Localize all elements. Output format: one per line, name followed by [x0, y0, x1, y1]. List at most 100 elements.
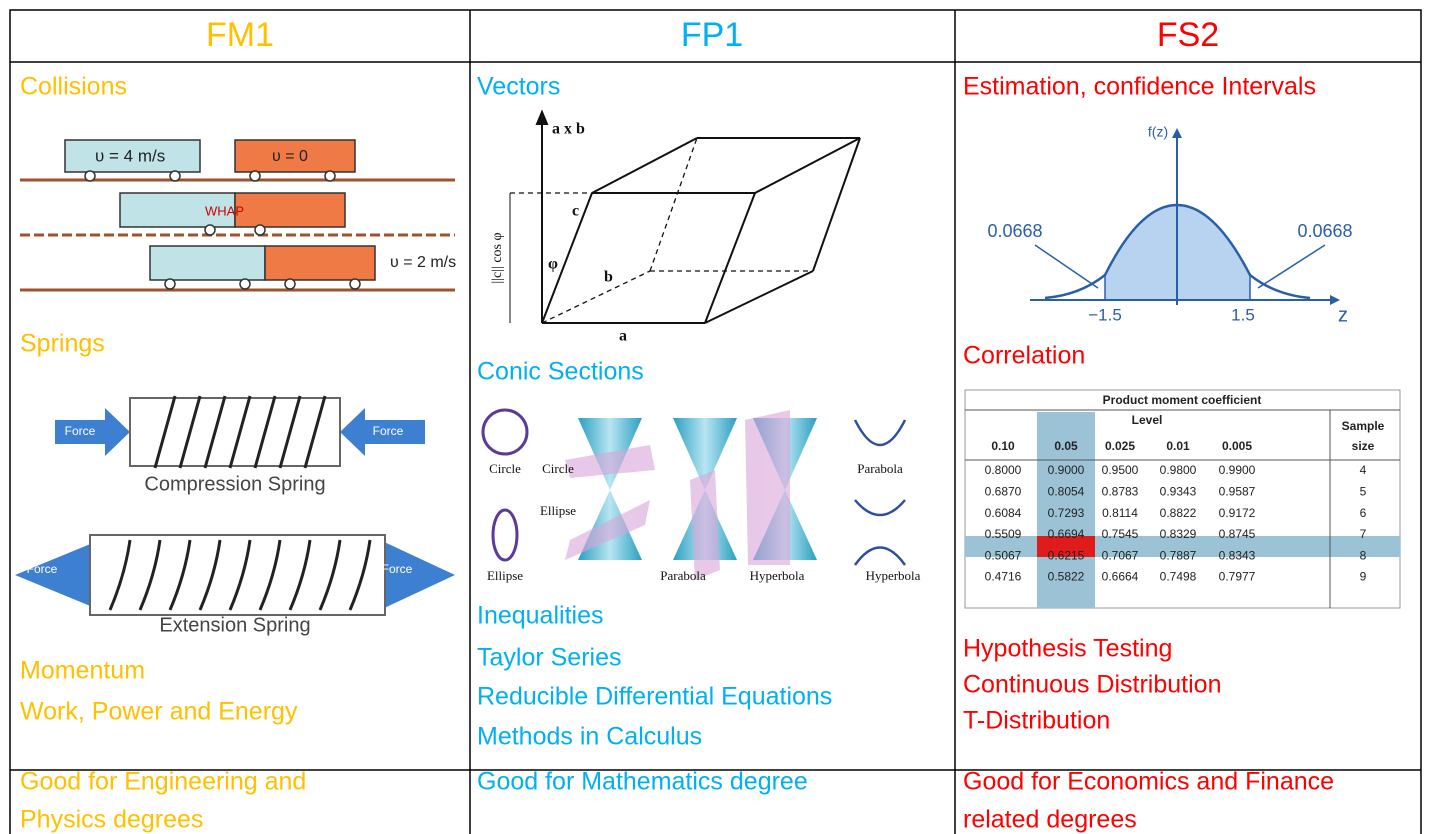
table-cell: 0.8822: [1160, 506, 1197, 520]
force-label: Force: [382, 562, 413, 576]
table-cell: 0.9900: [1219, 463, 1256, 477]
table-header: 0.01: [1166, 439, 1190, 453]
topic: Work, Power and Energy: [20, 698, 298, 726]
topic: T-Distribution: [963, 707, 1110, 735]
table-cell: 4: [1360, 463, 1367, 477]
conic-label: Circle: [542, 461, 574, 476]
table-header: 0.005: [1222, 439, 1252, 453]
normal-curve: [1030, 128, 1340, 305]
conic-illustration: [483, 410, 905, 580]
table-level: Level: [1132, 413, 1163, 427]
column-title: FM1: [206, 16, 274, 54]
table-cell: 8: [1360, 548, 1367, 562]
conic-label: Parabola: [660, 568, 706, 583]
conic-label: Circle: [489, 461, 521, 476]
footer-text: related degrees: [963, 806, 1137, 834]
spring-caption: Compression Spring: [144, 473, 325, 495]
normal-label: f(z): [1148, 124, 1168, 140]
conic-label: Ellipse: [540, 503, 576, 518]
page: FM1 Collisions Springs Momentum Work, Power …: [0, 0, 1431, 834]
collision-label: WHAP: [205, 203, 244, 218]
topic: Momentum: [20, 657, 145, 685]
table-cell: 0.8343: [1219, 548, 1256, 562]
footer-text: Physics degrees: [20, 806, 203, 834]
topic: Estimation, confidence Intervals: [963, 73, 1316, 101]
table-cell: 0.9343: [1160, 484, 1197, 498]
table-title: Product moment coefficient: [1103, 393, 1262, 407]
topic: Collisions: [20, 73, 127, 101]
column-title: FS2: [1157, 16, 1219, 54]
normal-label: 0.0668: [1297, 221, 1352, 241]
table-cell: 0.6870: [985, 484, 1022, 498]
footer-text: Good for Economics and Finance: [963, 768, 1334, 796]
topic: Methods in Calculus: [477, 723, 702, 751]
table-cell: 0.9800: [1160, 463, 1197, 477]
normal-label: −1.5: [1088, 305, 1122, 324]
topic: Reducible Differential Equations: [477, 683, 832, 711]
vector-label: ||c|| cos φ: [490, 232, 505, 283]
table-cell: 0.8745: [1219, 527, 1256, 541]
normal-label: 1.5: [1231, 305, 1255, 324]
table-cell: 0.6084: [985, 506, 1022, 520]
table-cell: 0.6215: [1048, 548, 1085, 562]
table-cell: 9: [1360, 570, 1367, 584]
table-header: 0.05: [1054, 439, 1078, 453]
vector-label: a x b: [552, 121, 585, 138]
conic-label: Hyperbola: [750, 568, 805, 583]
conic-label: Ellipse: [487, 568, 523, 583]
footer-text: Good for Mathematics degree: [477, 768, 808, 796]
table-cell: 0.7498: [1160, 570, 1197, 584]
spring-caption: Extension Spring: [159, 614, 310, 636]
table-cell: 0.6664: [1102, 570, 1139, 584]
collision-label: υ = 2 m/s: [390, 254, 456, 271]
topic: Correlation: [963, 342, 1085, 370]
table-cell: 0.7293: [1048, 506, 1085, 520]
collision-label: υ = 0: [272, 148, 308, 165]
table-cell: 0.8329: [1160, 527, 1197, 541]
table-cell: 7: [1360, 527, 1367, 541]
table-cell: 0.5067: [985, 548, 1022, 562]
table-cell: 0.5509: [985, 527, 1022, 541]
table-header: 0.10: [991, 439, 1015, 453]
topic: Inequalities: [477, 602, 603, 630]
topic: Continuous Distribution: [963, 671, 1221, 699]
collision-label: υ = 4 m/s: [95, 146, 165, 165]
table-cell: 0.7977: [1219, 570, 1256, 584]
table-sample: size: [1352, 439, 1375, 453]
conic-label: Hyperbola: [866, 568, 921, 583]
vector-label: φ: [548, 256, 558, 273]
table-cell: 6: [1360, 506, 1367, 520]
table-cell: 0.9172: [1219, 506, 1256, 520]
vector-label: a: [619, 328, 627, 345]
table-cell: 0.7887: [1160, 548, 1197, 562]
force-label: Force: [65, 424, 96, 438]
table-cell: 0.7067: [1102, 548, 1139, 562]
force-label: Force: [27, 562, 58, 576]
table-cell: 0.9587: [1219, 484, 1256, 498]
footer-text: Good for Engineering and: [20, 768, 306, 796]
vector-label: c: [572, 203, 579, 220]
vector-illustration: [510, 112, 860, 323]
table-cell: 0.8054: [1048, 484, 1085, 498]
table-cell: 5: [1360, 484, 1367, 498]
normal-label: 0.0668: [987, 221, 1042, 241]
table-cell: 0.5822: [1048, 570, 1085, 584]
table-cell: 0.8000: [985, 463, 1022, 477]
force-label: Force: [373, 424, 404, 438]
table-cell: 0.7545: [1102, 527, 1139, 541]
vector-label: b: [604, 269, 613, 286]
table-cell: 0.8783: [1102, 484, 1139, 498]
table-cell: 0.8114: [1102, 506, 1138, 520]
column-title: FP1: [681, 16, 743, 54]
topic: Conic Sections: [477, 358, 644, 386]
topic: Vectors: [477, 73, 560, 101]
topic: Springs: [20, 330, 105, 358]
table-sample: Sample: [1342, 419, 1385, 433]
table-cell: 0.6694: [1048, 527, 1085, 541]
table-header: 0.025: [1105, 439, 1135, 453]
topic: Taylor Series: [477, 644, 622, 672]
normal-label: z: [1338, 304, 1348, 326]
topic: Hypothesis Testing: [963, 635, 1172, 663]
table-cell: 0.9000: [1048, 463, 1085, 477]
table-cell: 0.9500: [1102, 463, 1139, 477]
